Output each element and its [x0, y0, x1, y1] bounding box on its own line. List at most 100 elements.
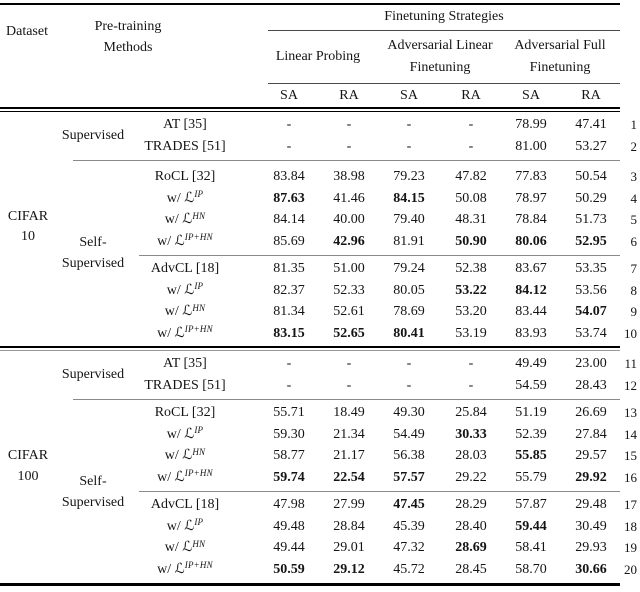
value-cell: 28.84 — [333, 518, 365, 534]
row-number: 20 — [624, 561, 637, 577]
value-cell: 49.44 — [273, 540, 305, 555]
loss-symbol: ℒ — [174, 469, 185, 485]
rule-header-double-a — [0, 107, 620, 109]
table-row: w/ ℒIP 59.30 21.34 54.49 30.33 52.39 27.84 14 — [0, 424, 640, 446]
rule-cline-1 — [73, 159, 620, 161]
value-cell: 41.46 — [333, 190, 365, 206]
value-cell: - — [468, 117, 474, 132]
value-cell: 83.44 — [515, 304, 547, 319]
value-cell: - — [286, 117, 292, 132]
value-cell: 87.63 — [273, 190, 305, 206]
table-row: w/ ℒHN 84.14 40.00 79.40 48.31 78.84 51.73 5 — [0, 209, 640, 231]
value-cell: 25.84 — [455, 405, 487, 420]
value-cell: 55.71 — [273, 405, 305, 420]
value-cell: 53.27 — [575, 138, 607, 154]
loss-symbol: ℒ — [182, 448, 193, 463]
loss-superscript: IP+HN — [184, 232, 213, 242]
method-label: w/ ℒIP — [166, 425, 204, 442]
pretraining-label-self-1-line2: Supervised — [61, 256, 125, 271]
table-row: w/ ℒIP+HN 50.59 29.12 45.72 28.45 58.70 30.66 2… — [0, 559, 640, 581]
value-cell: 53.35 — [575, 261, 607, 276]
loss-superscript: IP — [194, 517, 204, 527]
rule-dataset-double-b — [0, 349, 620, 351]
rule-top — [0, 3, 620, 5]
column-header-pretraining-line1: Pre-training — [94, 19, 162, 34]
value-cell: 81.00 — [515, 138, 547, 154]
value-cell: 79.24 — [393, 261, 425, 276]
rows-cifar100-supervised: AT [35] - - - - 49.49 23.00 11 TRADES [51] - - - - 54… — [0, 353, 640, 396]
table-row: w/ ℒIP+HN 85.69 42.96 81.91 50.90 80.06 52.95 6 — [0, 231, 640, 253]
value-cell: 55.85 — [515, 448, 547, 463]
value-cell: 28.45 — [455, 561, 487, 577]
method-label: w/ ℒIP — [166, 189, 204, 206]
table-row: w/ ℒIP+HN 59.74 22.54 57.57 29.22 55.79 29.92 1… — [0, 467, 640, 489]
row-number: 12 — [624, 377, 637, 393]
table-title: Finetuning Strategies — [384, 9, 504, 24]
value-cell: - — [406, 377, 412, 393]
method-label: w/ ℒIP+HN — [157, 232, 213, 249]
rows-cifar10-supervised: AT [35] - - - - 78.99 47.41 1 TRADES [51] - - - - 81.… — [0, 114, 640, 157]
dataset-label-cifar10-line1: CIFAR — [7, 209, 49, 224]
loss-symbol: ℒ — [184, 426, 195, 442]
subcol-header-ra-2: RA — [461, 88, 481, 103]
rows-cifar100-rocl: RoCL [32] 55.71 18.49 49.30 25.84 51.19 26.69 1… — [0, 402, 640, 488]
method-label: w/ ℒHN — [164, 210, 206, 228]
value-cell: - — [286, 138, 292, 154]
loss-superscript: IP — [194, 189, 204, 199]
method-label: TRADES [51] — [144, 138, 226, 154]
value-cell: 38.98 — [333, 169, 365, 184]
value-cell: 50.59 — [273, 561, 305, 577]
value-cell: 81.91 — [393, 233, 425, 249]
value-cell: 81.34 — [273, 304, 305, 319]
row-number: 17 — [624, 497, 637, 512]
subcol-header-ra-1: RA — [339, 88, 359, 103]
table-row: TRADES [51] - - - - 81.00 53.27 2 — [0, 136, 640, 158]
value-cell: 52.38 — [455, 261, 487, 276]
dataset-label-cifar100-line2: 100 — [17, 469, 39, 484]
value-cell: 51.00 — [333, 261, 365, 276]
value-cell: 28.43 — [575, 377, 607, 393]
value-cell: 51.73 — [575, 212, 607, 227]
value-cell: 49.48 — [273, 518, 305, 534]
loss-superscript: IP+HN — [184, 324, 213, 334]
value-cell: 23.00 — [575, 356, 607, 371]
value-cell: 47.45 — [393, 497, 425, 512]
value-cell: 29.57 — [575, 448, 607, 463]
value-cell: 53.19 — [455, 325, 487, 341]
loss-superscript: HN — [192, 302, 206, 313]
value-cell: 47.98 — [273, 497, 305, 512]
loss-symbol: ℒ — [182, 212, 193, 227]
subcol-header-sa-1: SA — [280, 88, 298, 103]
method-label: RoCL [32] — [154, 169, 216, 184]
value-cell: 45.72 — [393, 561, 425, 577]
method-label: AdvCL [18] — [150, 497, 220, 512]
value-cell: 54.59 — [515, 377, 547, 393]
loss-symbol: ℒ — [182, 304, 193, 319]
table-row: AT [35] - - - - 49.49 23.00 11 — [0, 353, 640, 375]
value-cell: 78.97 — [515, 190, 547, 206]
method-label: w/ ℒIP — [166, 281, 204, 298]
value-cell: 29.48 — [575, 497, 607, 512]
value-cell: 53.22 — [455, 282, 487, 298]
value-cell: 29.01 — [333, 540, 365, 555]
value-cell: - — [406, 117, 412, 132]
row-number: 2 — [630, 138, 638, 154]
value-cell: 49.30 — [393, 405, 425, 420]
value-cell: 83.84 — [273, 169, 305, 184]
table-row: w/ ℒHN 49.44 29.01 47.32 28.69 58.41 29.93 19 — [0, 537, 640, 559]
value-cell: 47.41 — [575, 117, 607, 132]
group-header-adv-full-line1: Adversarial Full — [514, 38, 606, 53]
method-label: AT [35] — [163, 117, 207, 132]
value-cell: 47.82 — [455, 169, 487, 184]
method-label: w/ ℒIP+HN — [157, 560, 213, 577]
row-number: 5 — [630, 212, 638, 227]
table-row: RoCL [32] 55.71 18.49 49.30 25.84 51.19 26.69 1… — [0, 402, 640, 424]
value-cell: 28.69 — [455, 540, 487, 555]
value-cell: 42.96 — [333, 233, 365, 249]
value-cell: 29.12 — [333, 561, 365, 577]
value-cell: 77.83 — [515, 169, 547, 184]
value-cell: 28.03 — [455, 448, 487, 463]
value-cell: 57.87 — [515, 497, 547, 512]
value-cell: - — [406, 138, 412, 154]
value-cell: 22.54 — [333, 469, 365, 485]
